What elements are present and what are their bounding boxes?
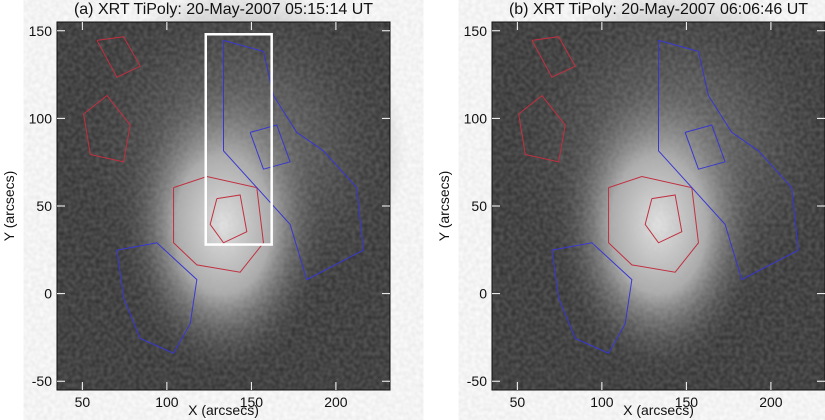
panel-title: (a) XRT TiPoly: 20-May-2007 05:15:14 UT <box>74 1 373 18</box>
panel: 50 100 150 200 -50 0 50 100 150 (a) XRT TiPoly: 2… <box>1 0 407 418</box>
panel: 50 100 150 200 -50 0 50 100 150 (b) XRT TiPoly: 2… <box>436 0 825 418</box>
x-tick-label: 200 <box>759 394 783 410</box>
contour <box>116 242 198 354</box>
y-tick-label: 50 <box>471 198 487 214</box>
y-tick-label: 150 <box>464 23 488 39</box>
contour <box>518 94 566 163</box>
contour <box>249 124 291 170</box>
y-tick-label: 150 <box>29 23 53 39</box>
x-tick-label: 200 <box>324 394 348 410</box>
x-tick-label: 50 <box>510 394 526 410</box>
selection-box <box>204 33 273 246</box>
contour <box>209 194 248 244</box>
y-tick-label: -50 <box>467 373 487 389</box>
y-tick-label: 100 <box>464 110 488 126</box>
x-axis-label: X (arcsecs) <box>188 402 259 418</box>
contour <box>644 194 683 244</box>
contour <box>608 176 699 273</box>
x-tick-label: 150 <box>240 394 264 410</box>
y-tick-label: 50 <box>36 198 52 214</box>
contour <box>551 242 633 354</box>
y-tick-label: 0 <box>44 286 52 302</box>
contour <box>83 94 131 163</box>
panel-title: (b) XRT TiPoly: 20-May-2007 06:06:46 UT <box>509 1 808 18</box>
y-axis-label: Y (arcsecs) <box>1 171 17 242</box>
contour <box>96 36 141 78</box>
y-tick-label: 100 <box>29 110 53 126</box>
contour <box>531 36 576 78</box>
contour <box>658 39 799 281</box>
contour <box>173 176 264 273</box>
x-tick-label: 100 <box>155 394 179 410</box>
x-axis-label: X (arcsecs) <box>623 402 694 418</box>
y-tick-label: -50 <box>32 373 52 389</box>
x-tick-label: 100 <box>590 394 614 410</box>
y-tick-label: 0 <box>479 286 487 302</box>
contour <box>684 124 726 170</box>
y-axis-label: Y (arcsecs) <box>436 171 452 242</box>
x-tick-label: 150 <box>675 394 699 410</box>
x-tick-label: 50 <box>75 394 91 410</box>
